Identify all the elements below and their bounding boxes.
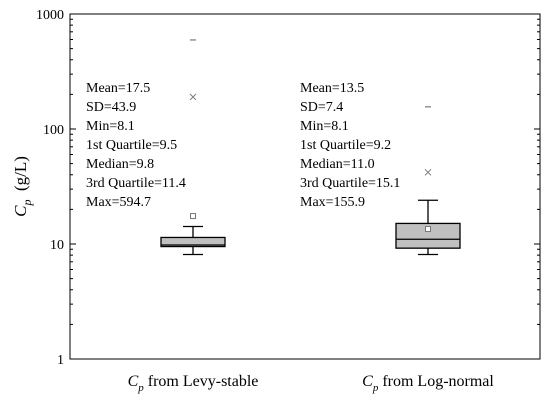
stat-label: Max=155.9 — [300, 195, 365, 210]
stat-label: 3rd Quartile=11.4 — [86, 176, 186, 191]
box-group — [395, 106, 461, 256]
y-title-symbol: C — [11, 205, 30, 217]
x-label-symbol: C — [128, 373, 139, 390]
y-axis-title: Cp (g/L) — [11, 156, 34, 217]
x-label-rest: from Levy-stable — [144, 373, 259, 390]
plot-frame — [69, 13, 541, 360]
y-axis-title-text: Cp (g/L) — [11, 156, 34, 217]
percentile-x-marker — [189, 93, 197, 101]
y-title-unit: (g/L) — [11, 156, 30, 199]
stat-label: 1st Quartile=9.5 — [86, 138, 177, 153]
stat-label: Max=594.7 — [86, 195, 151, 210]
mean-marker — [425, 226, 431, 233]
x-label-symbol: C — [362, 373, 373, 390]
percentile-x-marker — [424, 168, 432, 176]
x-label-subscript: p — [372, 382, 379, 394]
stat-label: Min=8.1 — [300, 119, 349, 134]
x-label-subscript: p — [137, 382, 144, 394]
mean-marker — [190, 213, 196, 220]
x-category-label: Cp from Log-normal — [362, 373, 494, 394]
stat-label: 3rd Quartile=15.1 — [300, 176, 400, 191]
x-category-label: Cp from Levy-stable — [128, 373, 259, 394]
y-tick-label: 1000 — [36, 8, 64, 23]
stat-label: Mean=13.5 — [300, 81, 364, 96]
x-axis-labels: Cp from Levy-stable Cp from Log-normal — [128, 373, 495, 394]
y-title-subscript: p — [20, 200, 34, 207]
stat-label: SD=7.4 — [300, 100, 343, 115]
stat-label: 1st Quartile=9.2 — [300, 138, 391, 153]
y-tick-label: 100 — [43, 123, 64, 138]
y-tick-label: 10 — [50, 238, 64, 253]
stat-label: Mean=17.5 — [86, 81, 150, 96]
stats-annotations: Mean=17.5 SD=43.9 Min=8.1 1st Quartile=9.5 M… — [86, 81, 400, 210]
iqr-box — [160, 236, 226, 248]
stat-label: Min=8.1 — [86, 119, 135, 134]
y-tick-label: 1 — [57, 353, 64, 368]
box-group — [160, 39, 226, 256]
stat-label: SD=43.9 — [86, 100, 136, 115]
stat-label: Median=11.0 — [300, 157, 375, 172]
stat-label: Median=9.8 — [86, 157, 154, 172]
y-axis: 1 10 100 1000 — [36, 8, 540, 368]
box-series — [160, 39, 461, 256]
x-label-rest: from Log-normal — [378, 373, 494, 390]
